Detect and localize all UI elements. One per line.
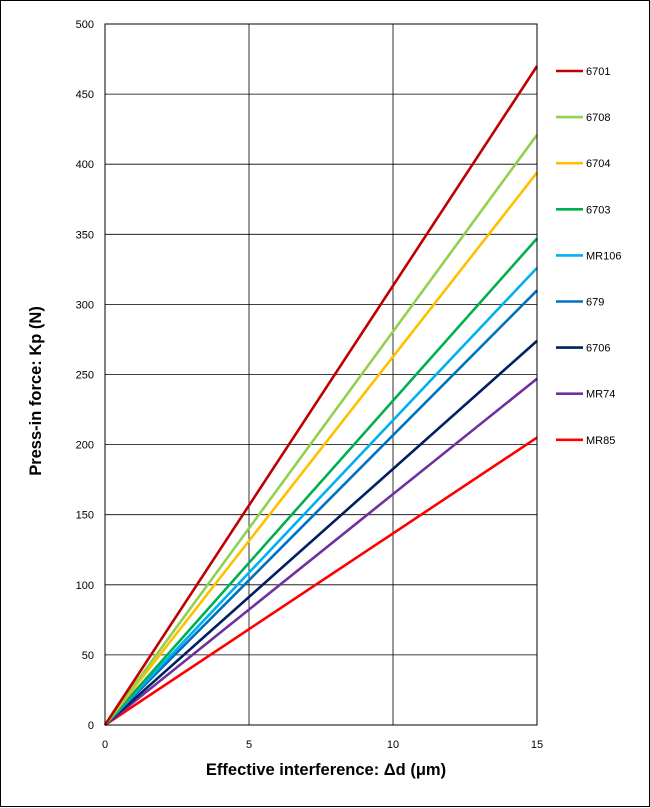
y-tick-labels: 0 50 100 150 200 250 300 350 400 450 500 <box>76 19 94 732</box>
x-tick-labels: 0 5 10 15 <box>102 739 543 751</box>
y-tick-label: 450 <box>76 89 94 101</box>
y-tick-label: 500 <box>76 19 94 31</box>
legend-item-6704: 6704 <box>556 158 610 170</box>
legend-item-mr74: MR74 <box>556 389 615 401</box>
x-tick-label: 5 <box>246 739 252 751</box>
legend-label: 6701 <box>586 66 610 78</box>
legend-label: 6708 <box>586 112 610 124</box>
y-tick-label: 250 <box>76 370 94 382</box>
x-axis-title: Effective interference: Δd (μm) <box>206 761 446 779</box>
series-line-6704 <box>103 171 539 726</box>
y-tick-label: 200 <box>76 440 94 452</box>
series-line-mr85 <box>104 436 538 727</box>
series-line-6706 <box>104 339 538 726</box>
x-tick-label: 10 <box>387 739 399 751</box>
y-tick-label: 100 <box>76 580 94 592</box>
series-line-mr106 <box>104 267 538 726</box>
legend-label: 679 <box>586 297 604 309</box>
legend-label: 6706 <box>586 343 610 355</box>
series-line-6703 <box>104 237 538 726</box>
series-line-679 <box>104 289 538 726</box>
y-tick-label: 50 <box>82 650 94 662</box>
x-tick-label: 15 <box>531 739 543 751</box>
legend-label: MR106 <box>586 250 621 262</box>
y-axis-title: Press-in force: Kp (N) <box>27 306 45 476</box>
series-line-mr74 <box>104 377 538 727</box>
legend-item-6701: 6701 <box>556 66 610 78</box>
plot-border <box>104 23 538 726</box>
legend-label: 6703 <box>586 204 610 216</box>
legend-label: MR85 <box>586 435 615 447</box>
series-lines <box>103 65 539 727</box>
y-tick-label: 400 <box>76 159 94 171</box>
legend-label: MR74 <box>586 389 615 401</box>
legend-item-6708: 6708 <box>556 112 610 124</box>
legend-label: 6704 <box>586 158 610 170</box>
y-tick-label: 150 <box>76 510 94 522</box>
series-line-6701 <box>103 65 539 726</box>
x-tick-label: 0 <box>102 739 108 751</box>
legend-item-6706: 6706 <box>556 343 610 355</box>
series-line-6708 <box>103 134 539 726</box>
legend-item-6703: 6703 <box>556 204 610 216</box>
legend-item-mr85: MR85 <box>556 435 615 447</box>
y-tick-label: 0 <box>88 720 94 732</box>
y-tick-label: 350 <box>76 229 94 241</box>
legend-item-mr106: MR106 <box>556 250 621 262</box>
y-tick-label: 300 <box>76 299 94 311</box>
legend-item-679: 679 <box>556 297 604 309</box>
legend: 6701 6708 6704 6703 MR106 679 6706 MR74 MR85 <box>556 66 621 447</box>
